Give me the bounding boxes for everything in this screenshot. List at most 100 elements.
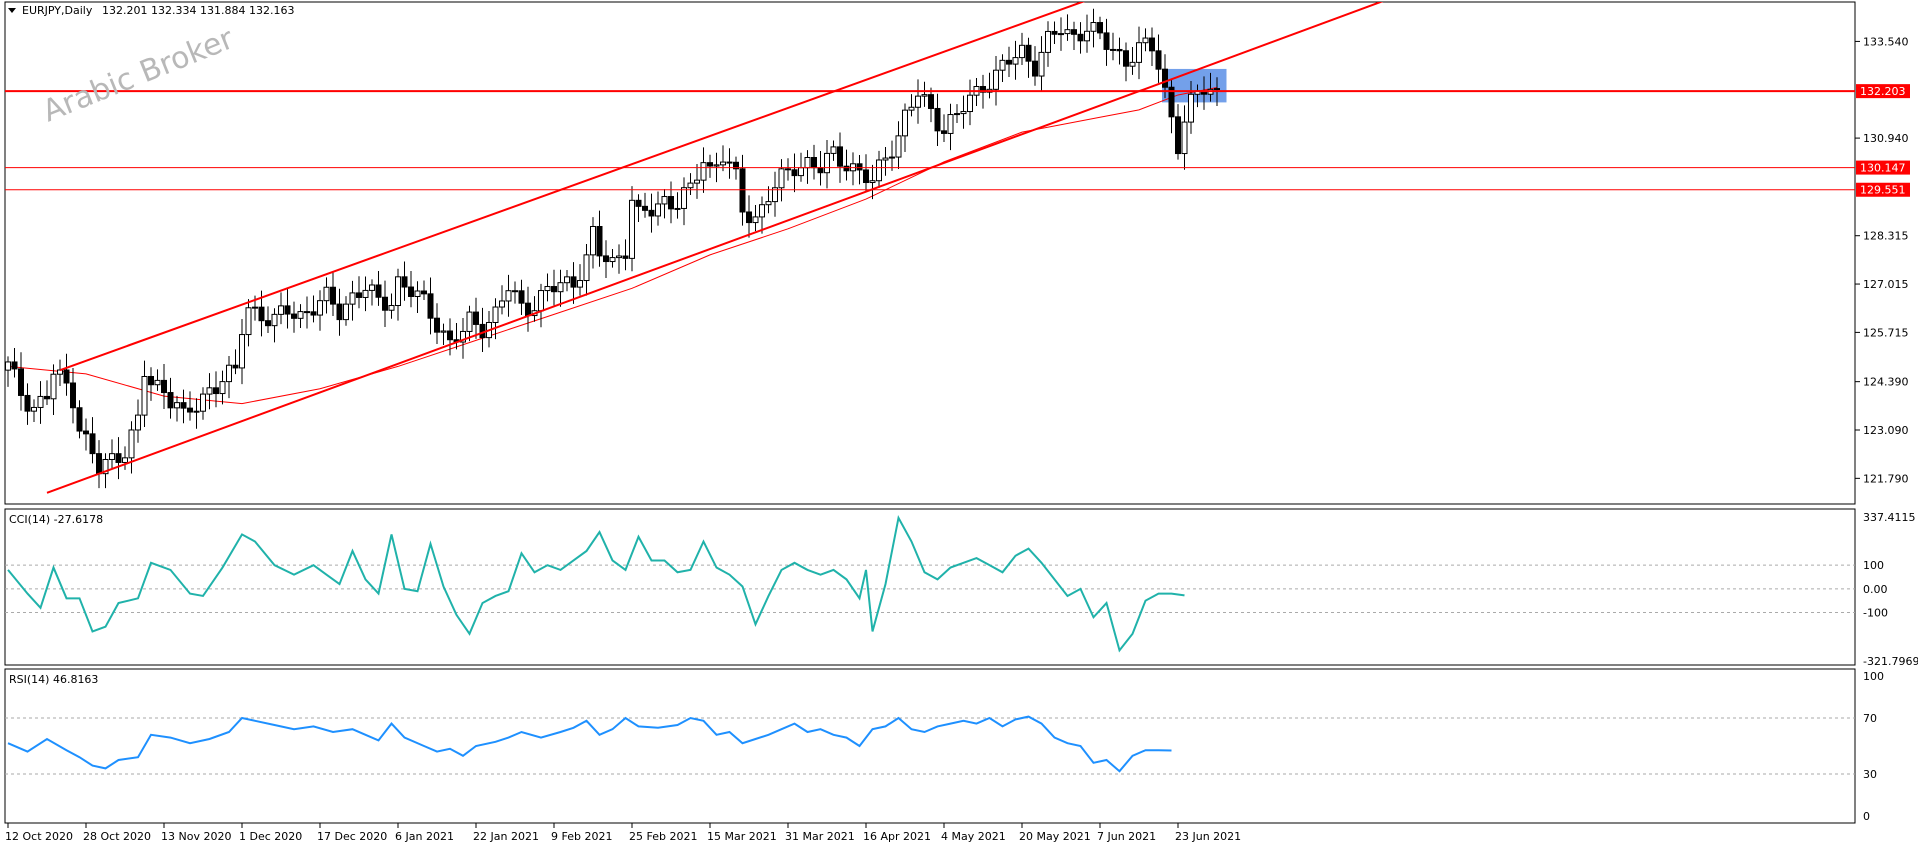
candle-body — [648, 209, 655, 217]
candle-body — [863, 169, 869, 184]
candle-body — [921, 94, 928, 97]
candle-body — [544, 286, 551, 292]
candle-body — [122, 457, 128, 463]
cci-pane — [4, 508, 1856, 666]
candle-body — [174, 402, 180, 409]
candle-body — [895, 135, 902, 158]
candle-body — [733, 161, 739, 170]
candle-body — [382, 296, 388, 311]
candle-body — [492, 306, 499, 323]
candle-body — [102, 458, 109, 475]
candle-body — [616, 255, 622, 259]
candle-body — [11, 361, 18, 370]
candle-body — [258, 306, 265, 322]
candle-body — [349, 292, 356, 305]
candle-body — [128, 429, 135, 459]
candle-body — [427, 293, 434, 319]
candle-body — [778, 168, 785, 189]
candle-body — [512, 290, 518, 293]
candle-body — [538, 290, 544, 312]
candle-body — [811, 157, 817, 169]
candle-body — [837, 146, 843, 167]
candle-body — [655, 203, 661, 217]
candle-body — [707, 162, 713, 167]
candle-body — [525, 302, 531, 317]
rsi-axis-label: 70 — [1863, 712, 1877, 725]
candle-body — [1129, 61, 1136, 67]
candle-body — [785, 168, 791, 171]
candle-body — [609, 257, 616, 263]
candle-body — [1038, 51, 1045, 77]
candle-body — [752, 216, 759, 224]
candle-body — [941, 130, 947, 134]
candle-body — [824, 152, 830, 174]
menu-triangle-icon[interactable] — [8, 8, 16, 13]
candle-body — [1097, 22, 1103, 34]
candle-body — [447, 330, 453, 341]
candle-body — [83, 430, 89, 435]
candle-body — [466, 311, 473, 332]
candle-body — [388, 305, 395, 311]
rsi-axis-label: 100 — [1863, 670, 1884, 683]
candle-body — [772, 187, 778, 203]
cci-axis-label: 0.00 — [1863, 583, 1888, 596]
candle-body — [336, 303, 343, 321]
x-axis-label: 13 Nov 2020 — [161, 830, 231, 843]
candle-body — [1136, 42, 1142, 63]
candle-body — [44, 395, 50, 400]
cci-axis-label: 337.4115 — [1863, 511, 1916, 524]
candle-body — [980, 86, 986, 93]
candle-body — [297, 311, 304, 319]
price-tag-box — [1856, 160, 1910, 175]
price-tag-box — [1856, 84, 1910, 99]
candle-body — [668, 196, 674, 210]
candle-body — [876, 159, 882, 182]
candle-body — [954, 113, 960, 116]
candle-body — [726, 161, 733, 164]
candle-body — [622, 255, 629, 259]
candle-body — [518, 290, 525, 304]
candle-body — [1149, 37, 1155, 52]
candle-body — [109, 453, 115, 460]
candle-body — [564, 276, 570, 284]
candle-body — [401, 276, 408, 288]
candle-body — [1071, 29, 1077, 35]
price-axis-label: 130.940 — [1863, 132, 1909, 145]
candle-body — [934, 107, 941, 132]
candle-body — [317, 300, 323, 316]
candle-body — [1058, 33, 1064, 36]
cci-title: CCI(14) -27.6178 — [9, 513, 103, 526]
candle-body — [18, 368, 24, 396]
candle-body — [200, 393, 206, 412]
candle-body — [817, 167, 824, 174]
candle-body — [713, 164, 720, 167]
cci-axis-label: 100 — [1863, 559, 1884, 572]
candle-body — [330, 286, 336, 305]
rsi-pane — [4, 668, 1856, 824]
x-axis-label: 17 Dec 2020 — [317, 830, 387, 843]
candle-body — [999, 59, 1006, 71]
candle-body — [889, 156, 895, 159]
x-axis-label: 25 Feb 2021 — [629, 830, 697, 843]
candle-body — [908, 106, 915, 111]
candle-body — [577, 280, 583, 288]
candle-body — [1155, 50, 1162, 70]
candle-body — [882, 157, 889, 161]
candle-body — [1110, 48, 1116, 51]
candle-body — [1051, 30, 1058, 35]
candle-body — [746, 211, 752, 224]
rsi-axis-label: 0 — [1863, 810, 1870, 823]
candle-body — [187, 407, 193, 413]
x-axis-label: 31 Mar 2021 — [785, 830, 855, 843]
candle-body — [135, 414, 141, 431]
x-axis-label: 20 May 2021 — [1019, 830, 1091, 843]
candle-body — [239, 334, 245, 369]
x-axis-label: 9 Feb 2021 — [551, 830, 612, 843]
x-axis-label: 12 Oct 2020 — [5, 830, 73, 843]
candle-body — [362, 289, 369, 298]
candle-body — [505, 290, 512, 302]
candle-body — [720, 161, 726, 166]
candle-body — [421, 290, 427, 295]
candle-body — [219, 381, 226, 395]
